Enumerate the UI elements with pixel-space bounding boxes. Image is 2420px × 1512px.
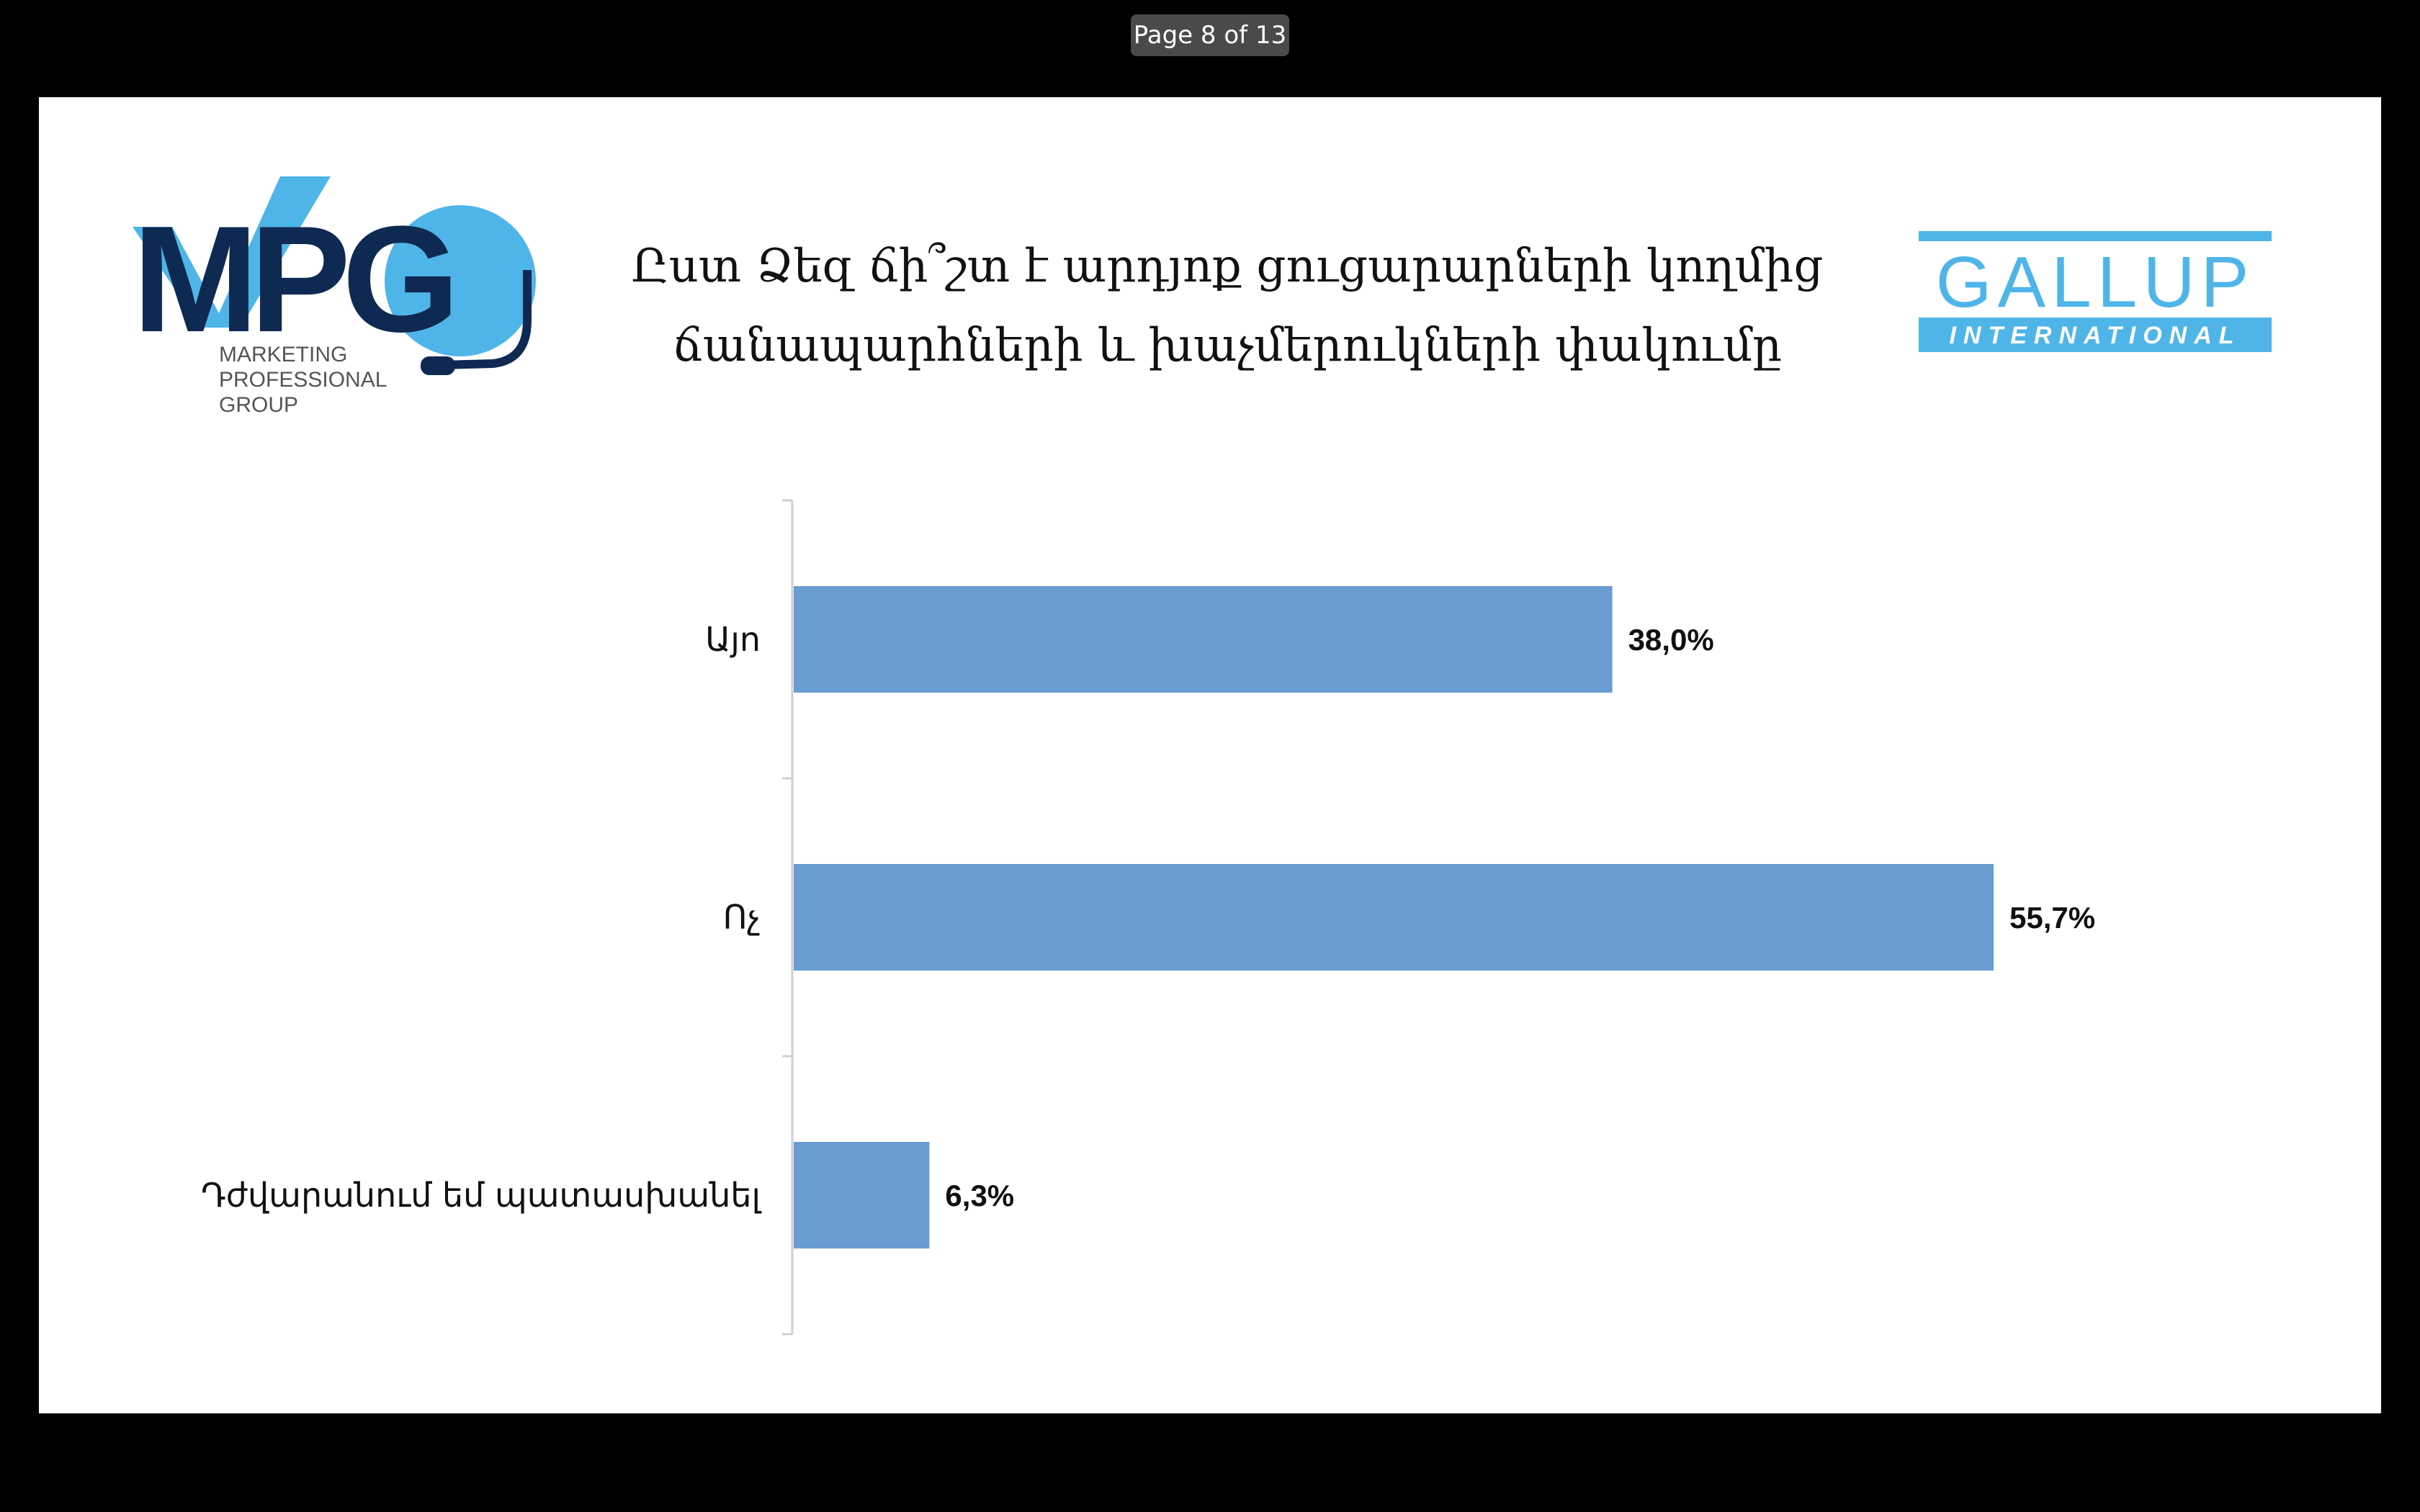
category-label: Ոչ xyxy=(723,898,761,937)
category-label: Այո xyxy=(705,620,761,659)
mpg-letters: MPG xyxy=(133,194,451,364)
bar-chart: Այո 38,0% Ոչ 55,7% Դժվարանում եմ պատասխանել 6… xyxy=(201,499,2095,1336)
title-line-2: ճանապարհների և խաչմերուկների փակումը xyxy=(672,319,1783,372)
gallup-word: GALLUP xyxy=(1936,242,2255,323)
gallup-sub: INTERNATIONAL xyxy=(1949,322,2241,349)
mpg-line-3: GROUP xyxy=(219,393,298,417)
category-label: Դժվարանում եմ պատասխանել xyxy=(201,1176,761,1215)
page-indicator: Page 8 of 13 xyxy=(1131,14,1289,56)
value-label: 55,7% xyxy=(2009,901,2095,935)
headset-icon xyxy=(442,270,532,369)
mpg-line-1: MARKETING xyxy=(219,343,347,366)
bar xyxy=(794,864,1994,971)
title-line-1: Ըստ Ձեզ ճի՞շտ է արդյոք ցուցարարների կողմ… xyxy=(631,240,1824,293)
value-label: 38,0% xyxy=(1628,623,1714,657)
value-label: 6,3% xyxy=(945,1179,1014,1212)
mpg-checkmark-icon xyxy=(133,176,331,328)
bar xyxy=(794,1142,930,1248)
slide-page: MPG MARKETING PROFESSIONAL GROUP Ըստ Ձեզ… xyxy=(39,97,2381,1413)
mpg-logo: MPG MARKETING PROFESSIONAL GROUP xyxy=(133,176,536,417)
bar xyxy=(794,586,1613,693)
mpg-circle-icon xyxy=(385,205,536,356)
mpg-line-2: PROFESSIONAL xyxy=(219,368,387,392)
slide-title: Ըստ Ձեզ ճի՞շտ է արդյոք ցուցարարների կողմ… xyxy=(543,227,1912,385)
gallup-logo: GALLUP INTERNATIONAL xyxy=(1919,231,2272,352)
